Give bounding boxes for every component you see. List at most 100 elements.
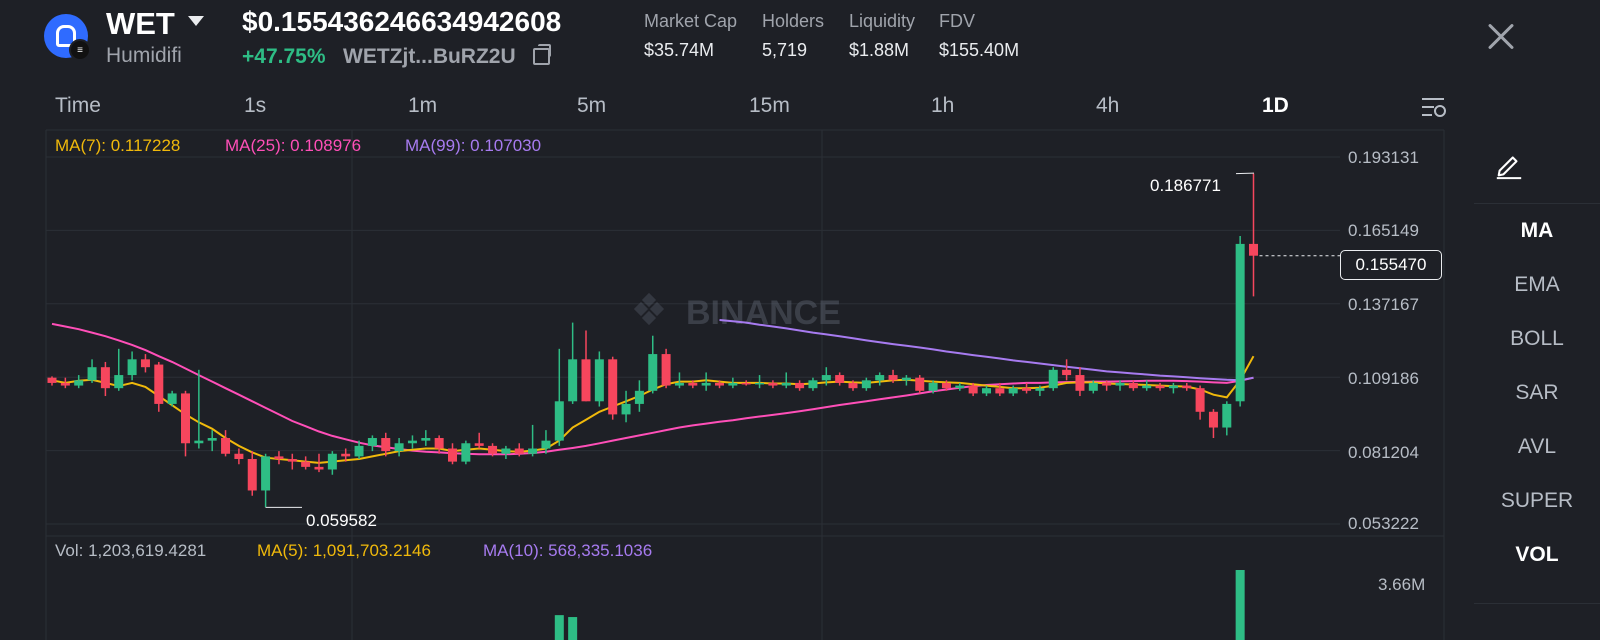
pencil-icon[interactable]	[1494, 150, 1524, 180]
copy-icon[interactable]	[533, 44, 551, 65]
candle-body	[621, 403, 631, 415]
chain-badge-icon: ≡	[69, 39, 91, 61]
candle-body	[541, 440, 551, 449]
candle-body	[808, 380, 818, 389]
candle-body	[1048, 369, 1058, 389]
candle-body	[381, 438, 391, 452]
tab-5m[interactable]: 5m	[577, 94, 607, 117]
candle-body	[955, 385, 965, 389]
candle-body	[301, 461, 311, 467]
stat-value-holders: 5,719	[762, 40, 808, 60]
tab-1m[interactable]: 1m	[408, 94, 438, 117]
indicator-ma[interactable]: MA	[1520, 219, 1554, 242]
volume-bar	[568, 617, 578, 640]
candle-body	[1115, 382, 1125, 386]
candle-body	[995, 388, 1005, 394]
last-price-label: 0.155470	[1340, 250, 1442, 280]
chevron-down-icon[interactable]	[188, 16, 204, 26]
candle-body	[795, 382, 805, 389]
candle-body	[875, 375, 885, 381]
candle-body	[915, 377, 925, 391]
indicator-avl[interactable]: AVL	[1517, 435, 1557, 458]
candle-body	[514, 448, 524, 454]
candle-body	[60, 382, 70, 386]
candle-body	[341, 453, 351, 457]
tab-1s[interactable]: 1s	[244, 94, 267, 117]
candle-body	[741, 382, 751, 385]
candle-body	[661, 354, 671, 386]
candle-body	[1008, 388, 1018, 394]
candle-body	[1222, 403, 1232, 428]
candle-body	[768, 382, 778, 386]
candle-body	[127, 359, 137, 376]
candle-body	[1155, 385, 1165, 389]
candle-body	[47, 377, 57, 383]
chart-settings-icon[interactable]	[1420, 95, 1448, 121]
candle-body	[888, 375, 898, 381]
indicator-ema[interactable]: EMA	[1514, 273, 1560, 296]
candle-body	[648, 354, 658, 391]
candle-body	[1088, 382, 1098, 391]
volume-bar	[554, 615, 564, 640]
candle-body	[501, 448, 511, 454]
candle-body	[528, 448, 538, 454]
price-axis-tick: 0.165149	[1348, 221, 1419, 240]
candle-body	[568, 359, 578, 402]
droplet-icon	[56, 25, 76, 47]
candle-body	[634, 390, 644, 404]
tab-15m[interactable]: 15m	[749, 94, 790, 117]
candle-body	[968, 385, 978, 394]
candle-body	[1208, 411, 1218, 428]
candle-body	[207, 438, 217, 441]
price-axis-tick: 0.137167	[1348, 295, 1419, 314]
candle-body	[674, 382, 684, 386]
candle-body	[474, 443, 484, 446]
candle-body	[701, 382, 711, 386]
stat-label-holders: Holders	[762, 11, 825, 31]
ma99-line	[719, 319, 1254, 382]
volume-ma10-legend: MA(10): 568,335.1036	[483, 541, 653, 560]
candle-body	[181, 393, 190, 444]
tab-4h[interactable]: 4h	[1096, 94, 1120, 117]
candle-body	[247, 459, 257, 491]
candle-body	[1168, 385, 1178, 389]
candle-body	[1102, 382, 1112, 386]
token-symbol[interactable]: WET	[106, 6, 175, 41]
contract-address[interactable]: WETZjt...BuRZ2U	[343, 45, 516, 68]
price-axis-tick: 0.053222	[1348, 514, 1419, 533]
volume-ma5-legend: MA(5): 1,091,703.2146	[257, 541, 431, 560]
tab-time[interactable]: Time	[55, 94, 101, 117]
tab-1h[interactable]: 1h	[931, 94, 955, 117]
candle-body	[194, 440, 204, 444]
candle-body	[755, 382, 765, 385]
high-price-label: 0.186771	[1150, 176, 1221, 195]
candle-body	[114, 375, 124, 389]
candle-body	[821, 375, 831, 381]
indicator-boll[interactable]: BOLL	[1510, 327, 1564, 350]
candle-body	[221, 438, 231, 454]
price-axis-tick: 0.109186	[1348, 369, 1419, 388]
binance-watermark: BINANCE	[633, 292, 841, 332]
candle-body	[434, 438, 444, 449]
tab-1d[interactable]: 1D	[1262, 94, 1289, 117]
watermark-text: BINANCE	[686, 294, 841, 332]
candle-body	[87, 367, 97, 381]
indicator-sar[interactable]: SAR	[1515, 381, 1559, 404]
candle-body	[1235, 243, 1245, 402]
volume-bar	[1235, 570, 1245, 640]
candle-body	[982, 388, 991, 394]
ma25-legend: MA(25): 0.108976	[225, 136, 362, 155]
ma7-legend: MA(7): 0.117228	[55, 136, 181, 155]
indicator-super[interactable]: SUPER	[1500, 489, 1574, 512]
candle-body	[394, 443, 404, 452]
candle-body	[1182, 385, 1192, 389]
sidebar-divider	[1474, 203, 1600, 204]
candle-body	[1075, 375, 1085, 391]
indicator-vol[interactable]: VOL	[1515, 543, 1559, 566]
sidebar-divider	[1474, 603, 1600, 604]
candle-body	[608, 359, 618, 415]
candle-body	[728, 382, 738, 386]
candle-body	[715, 382, 724, 386]
low-price-label: 0.059582	[306, 511, 377, 530]
